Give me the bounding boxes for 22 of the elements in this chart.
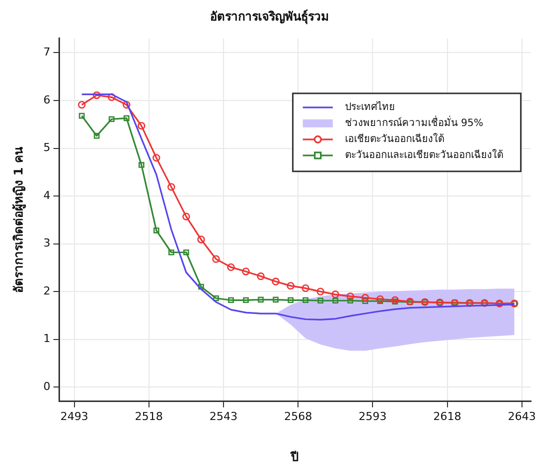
chart-title: อัตราการเจริญพันธุ์รวม [210, 9, 329, 24]
x-tick-label: 2643 [508, 410, 536, 423]
x-tick-label: 2593 [358, 410, 387, 423]
x-tick-label: 2493 [60, 410, 88, 423]
y-tick-label: 4 [43, 188, 50, 202]
legend-label: เอเชียตะวันออกเฉียงใต้ [344, 132, 444, 145]
y-tick-label: 3 [43, 236, 50, 250]
x-tick-label: 2543 [209, 410, 238, 423]
y-tick-label: 1 [43, 332, 50, 346]
x-axis-title: ปี [290, 450, 300, 464]
y-tick-label: 7 [43, 46, 50, 59]
y-tick-label: 5 [43, 141, 50, 154]
y-tick-label: 6 [43, 93, 50, 106]
y-axis-title: อัตราการเกิดต่อผู้หญิง 1 คน [11, 146, 26, 293]
legend-label: ประเทศไทย [344, 100, 395, 113]
y-tick-label: 0 [43, 380, 50, 393]
legend-label: ตะวันออกและเอเชียตะวันออกเฉียงใต้ [344, 148, 503, 161]
legend-label: ช่วงพยากรณ์ความเชื่อมั่น 95% [344, 114, 484, 129]
x-tick-label: 2518 [134, 410, 163, 423]
x-tick-label: 2568 [284, 410, 312, 423]
y-tick-label: 2 [43, 284, 50, 298]
x-tick-label: 2618 [433, 410, 462, 423]
